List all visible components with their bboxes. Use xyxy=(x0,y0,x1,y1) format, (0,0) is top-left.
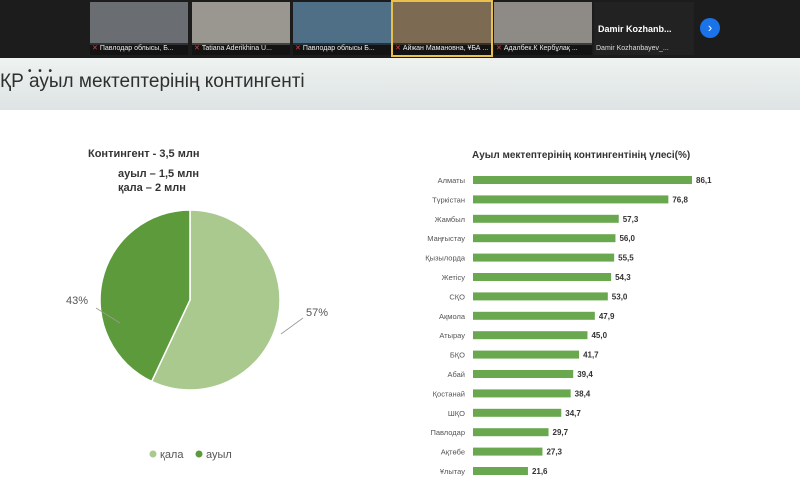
bar-category-label: Ақмола xyxy=(439,312,466,321)
bar-category-label: Ұлытау xyxy=(440,467,465,476)
next-participants-button[interactable]: › xyxy=(700,18,720,38)
bar-chart-title: Ауыл мектептерінің контингентінің үлесі(… xyxy=(472,150,691,161)
bar xyxy=(473,311,595,320)
bar xyxy=(473,467,528,475)
pie-subheading-urban: қала – 2 млн xyxy=(118,182,186,194)
participant-name: Tatiana Aderikhina U... xyxy=(201,45,272,52)
bar-value-label: 56,0 xyxy=(619,234,635,243)
slide-title: ҚР ауыл мектептерінің контингенті xyxy=(0,71,305,92)
bar-category-label: БҚО xyxy=(450,351,465,360)
participant-name: Павлодар облысы Б... xyxy=(302,45,375,52)
bar-value-label: 54,3 xyxy=(615,273,631,282)
bar-category-label: Қызылорда xyxy=(425,254,466,263)
bar-category-label: Абай xyxy=(448,370,466,379)
bar-value-label: 29,7 xyxy=(553,428,569,437)
bar-value-label: 38,4 xyxy=(575,389,591,398)
mic-muted-icon: ✕ xyxy=(194,45,200,52)
pie-label-urban: 57% xyxy=(306,307,328,319)
bar-value-label: 55,5 xyxy=(618,254,634,263)
bar xyxy=(473,176,692,184)
mic-muted-icon: ✕ xyxy=(496,45,502,52)
bar-value-label: 57,3 xyxy=(623,215,639,224)
bar-category-label: Атырау xyxy=(439,331,465,340)
bar xyxy=(473,350,580,359)
pie-label-rural: 43% xyxy=(66,295,88,307)
bar-category-label: Жетісу xyxy=(442,273,466,282)
more-options-icon[interactable]: • • • xyxy=(28,66,55,77)
bar-category-label: Түркістан xyxy=(432,195,465,204)
bar-value-label: 34,7 xyxy=(565,409,581,418)
pie-slice-urban xyxy=(150,209,281,391)
participant-name: Адалбек.К Кербұлақ ... xyxy=(503,45,578,52)
participant-display-name: Damir Kozhanb... xyxy=(598,24,672,34)
participant-tile[interactable]: ✕ Павлодар облысы, Б... xyxy=(90,2,188,55)
bar xyxy=(473,428,549,437)
bar xyxy=(473,273,612,281)
bar-category-label: Ақтөбе xyxy=(441,448,465,457)
bar-value-label: 47,9 xyxy=(599,312,615,321)
bar xyxy=(473,253,615,262)
bar-value-label: 41,7 xyxy=(583,351,599,360)
bar-category-label: СҚО xyxy=(449,292,465,301)
bar-category-label: Жамбыл xyxy=(435,215,465,224)
participant-video xyxy=(90,2,188,45)
slide-title-bar: • • • ҚР ауыл мектептерінің контингенті xyxy=(0,58,800,110)
participant-video xyxy=(393,2,491,45)
pie-slice-rural xyxy=(99,209,191,383)
participant-video xyxy=(293,2,391,45)
bar xyxy=(473,331,588,340)
pie-leader-line xyxy=(280,317,304,335)
pie-leader-line xyxy=(95,307,121,324)
pie-subheading-rural: ауыл – 1,5 млн xyxy=(118,168,199,180)
pie-chart: 43% 57% қала ауыл Алматы 86,1 Түркістан 76,… xyxy=(66,176,712,476)
bar-category-label: Қостанай xyxy=(433,389,465,398)
bar xyxy=(473,370,574,378)
bar xyxy=(473,292,608,301)
mic-muted-icon: ✕ xyxy=(395,45,401,52)
mic-muted-icon: ✕ xyxy=(295,45,301,52)
bar-value-label: 21,6 xyxy=(532,467,548,476)
bar-value-label: 86,1 xyxy=(696,176,712,185)
pie-legend: қала ауыл xyxy=(149,449,232,461)
bar-category-label: Павлодар xyxy=(430,428,465,437)
bar-value-label: 53,0 xyxy=(612,292,628,301)
legend-swatch-urban xyxy=(149,450,157,458)
meeting-participant-strip: ✕ Павлодар облысы, Б... ✕ Tatiana Aderikhi… xyxy=(0,0,800,58)
bar-chart: Алматы 86,1 Түркістан 76,8 Жамбыл 57,3 Маңғыст… xyxy=(425,176,712,476)
mic-muted-icon: ✕ xyxy=(92,45,98,52)
bar xyxy=(473,234,616,243)
bar xyxy=(473,214,619,223)
bar xyxy=(473,408,562,417)
legend-label-rural: ауыл xyxy=(206,449,232,461)
legend-label-urban: қала xyxy=(160,449,184,461)
participant-name: Damir Kozhanbayev_... xyxy=(596,45,669,52)
participant-tile-active-speaker[interactable]: ✕ Айжан Мамановна, ҰБА ... xyxy=(391,0,493,57)
bar xyxy=(473,389,571,398)
participant-tile[interactable]: ✕ Павлодар облысы Б... xyxy=(293,2,391,55)
participant-name: Айжан Мамановна, ҰБА ... xyxy=(402,45,489,52)
bar-value-label: 39,4 xyxy=(577,370,593,379)
bar-value-label: 45,0 xyxy=(591,331,607,340)
participant-tile[interactable]: ✕ Адалбек.К Кербұлақ ... xyxy=(494,2,592,55)
bar-category-label: Алматы xyxy=(438,176,465,185)
shared-slide: • • • ҚР ауыл мектептерінің контингенті … xyxy=(0,58,800,482)
participant-tile-no-video[interactable]: Damir Kozhanb... Damir Kozhanbayev_... xyxy=(594,2,694,55)
legend-swatch-rural xyxy=(195,450,203,458)
pie-heading: Контингент - 3,5 млн xyxy=(88,148,200,160)
participant-tile[interactable]: ✕ Tatiana Aderikhina U... xyxy=(192,2,290,55)
participant-name: Павлодар облысы, Б... xyxy=(99,45,174,52)
bar xyxy=(473,447,543,456)
chevron-right-icon: › xyxy=(707,20,713,35)
bar xyxy=(473,195,669,204)
bar-category-label: ШҚО xyxy=(448,409,465,418)
participant-video xyxy=(494,2,592,45)
bar-category-label: Маңғыстау xyxy=(427,234,465,243)
bar-value-label: 27,3 xyxy=(546,448,562,457)
bar-value-label: 76,8 xyxy=(672,195,688,204)
participant-video xyxy=(192,2,290,45)
